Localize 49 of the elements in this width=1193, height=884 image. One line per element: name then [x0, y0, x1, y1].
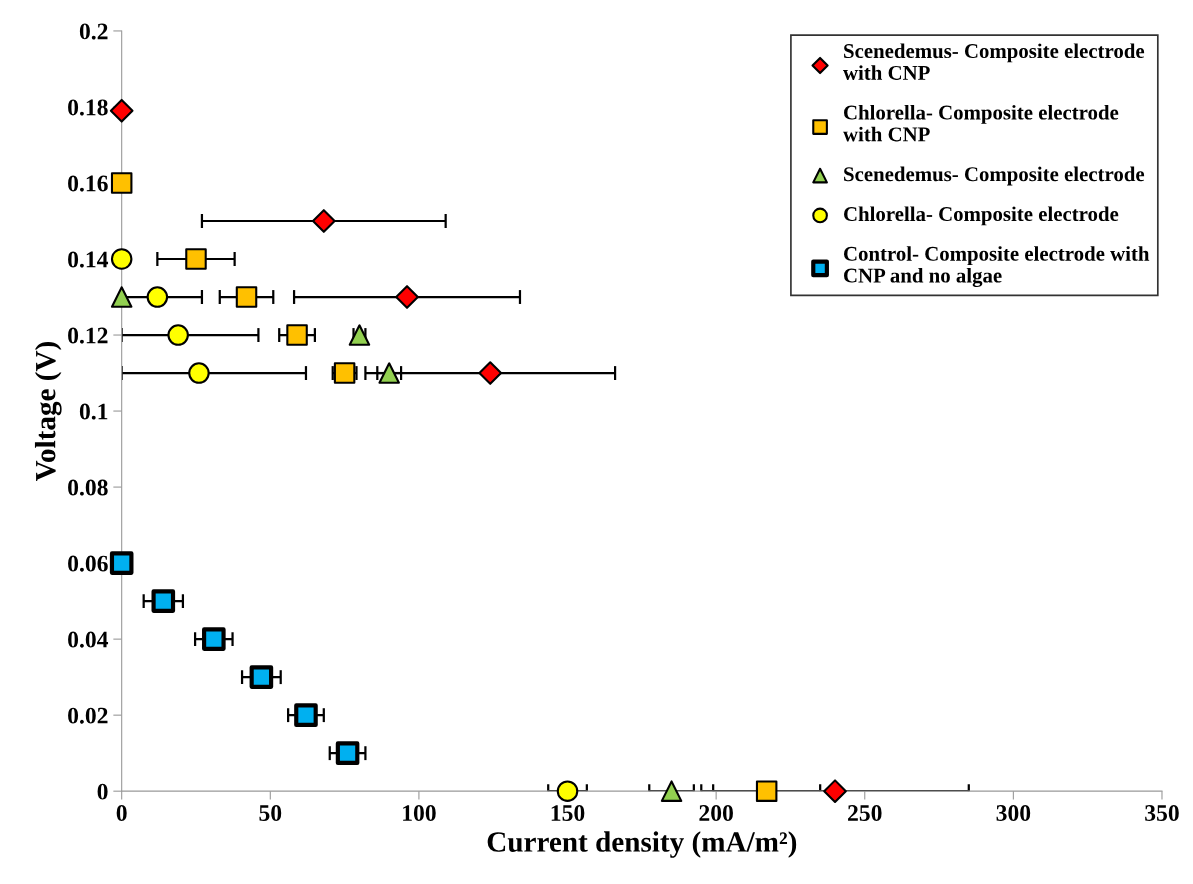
point	[249, 665, 274, 689]
y-tick-label: 0.14	[68, 251, 109, 268]
point	[167, 324, 189, 346]
point	[478, 361, 503, 385]
point	[109, 551, 134, 575]
y-tick-label: 0.12	[68, 327, 108, 344]
legend-label: Control- Composite electrode with CNP and no algae	[844, 246, 1150, 288]
point	[235, 286, 258, 308]
x-tick-label: 200	[699, 805, 733, 821]
point	[110, 286, 133, 308]
x-tick-label: 0	[116, 805, 127, 821]
point	[286, 324, 308, 346]
point	[185, 248, 207, 270]
legend-label: Chlorella- Composite electrode	[844, 206, 1119, 226]
legend-label: Scenedemus- Composite electrode with CNP	[843, 43, 1145, 80]
point	[188, 362, 210, 384]
x-tick-label: 250	[848, 805, 882, 821]
x-tick-label: 300	[996, 805, 1031, 821]
x-tick-label: 150	[551, 805, 585, 821]
point	[823, 779, 847, 804]
point	[660, 780, 683, 802]
legend-label: Chlorella- Composite electrode with CNP	[843, 104, 1119, 142]
x-tick-label: 100	[403, 805, 436, 821]
point	[202, 627, 226, 651]
y-tick-label: 0.18	[68, 99, 108, 116]
point	[335, 741, 360, 765]
point	[395, 285, 419, 309]
point	[146, 286, 169, 308]
legend-label: Scenedemus- Composite electrode	[844, 166, 1145, 186]
x-tick-label: 350	[1145, 805, 1179, 821]
point	[311, 209, 336, 233]
x-axis-title: Current density (mA/m²)	[487, 831, 797, 858]
point	[110, 172, 133, 194]
y-tick-label: 0	[97, 783, 108, 800]
y-tick-label: 0.06	[68, 555, 108, 572]
point	[556, 780, 579, 802]
point	[755, 780, 778, 802]
point	[110, 248, 133, 270]
y-tick-label: 0.08	[68, 479, 108, 496]
x-tick-label: 50	[259, 805, 282, 821]
y-tick-label: 0.02	[68, 707, 108, 724]
y-tick-label: 0.04	[68, 631, 109, 648]
point	[151, 589, 176, 613]
y-tick-label: 0.16	[68, 175, 108, 192]
y-axis-title: Voltage (V)	[34, 341, 62, 482]
point	[109, 98, 134, 123]
y-tick-label: 0.1	[79, 403, 108, 420]
y-tick-label: 0.2	[79, 23, 108, 40]
point	[294, 703, 318, 727]
